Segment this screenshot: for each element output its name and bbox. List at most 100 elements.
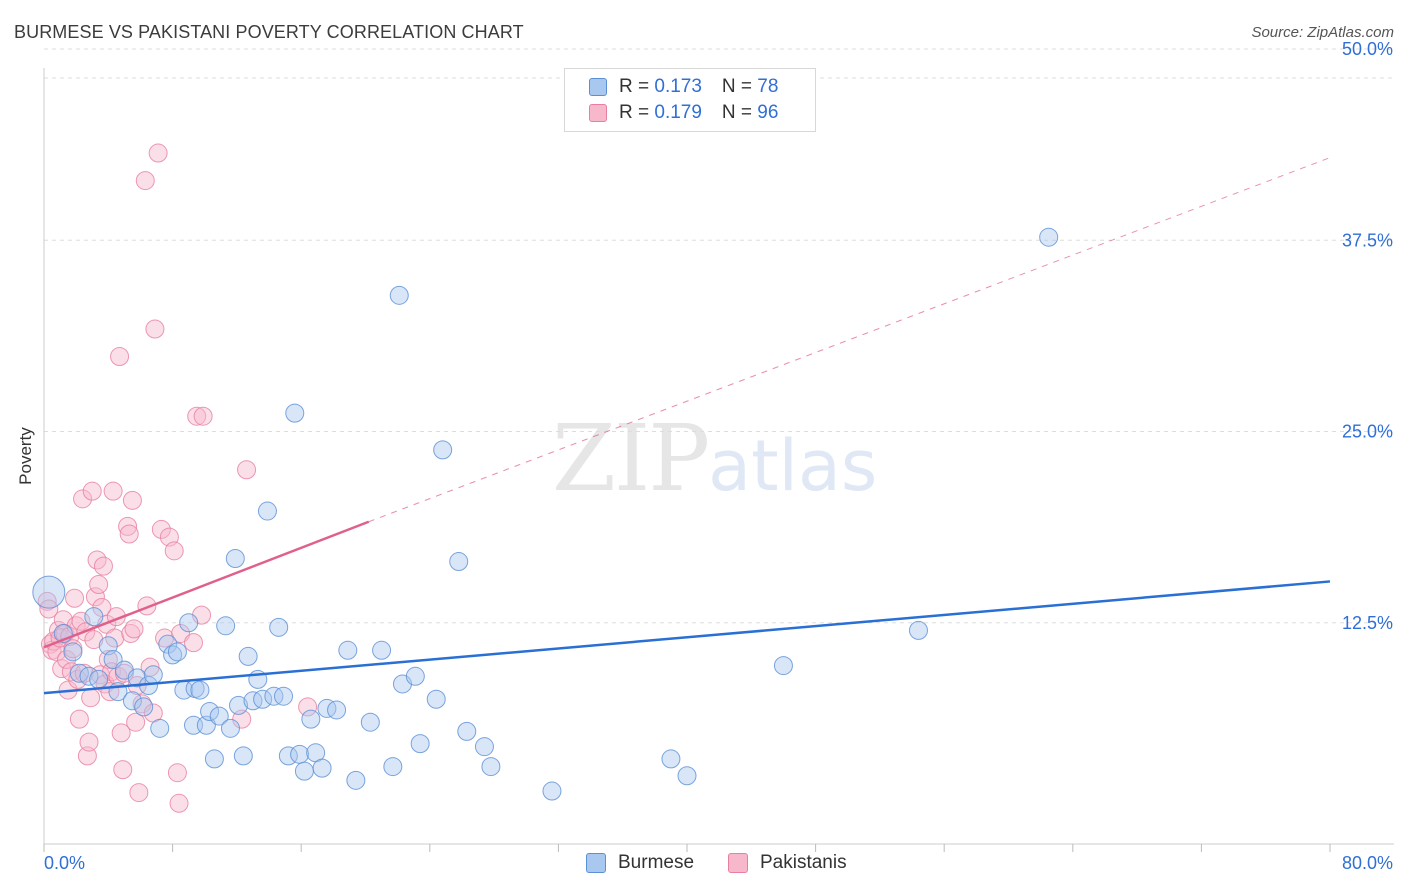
burmese-point xyxy=(158,634,178,654)
burmese-n-value: 78 xyxy=(757,76,779,97)
watermark-atlas: atlas xyxy=(708,425,878,507)
pakistani-point xyxy=(71,611,91,631)
burmese-point xyxy=(233,746,253,766)
burmese-point xyxy=(383,757,403,777)
pakistani-point xyxy=(118,516,138,536)
pakistani-point xyxy=(145,319,165,339)
pakistani-point xyxy=(98,649,118,669)
burmese-point xyxy=(449,552,469,572)
pakistani-point xyxy=(124,619,144,639)
pakistani-point xyxy=(169,793,189,813)
pakistani-point xyxy=(103,481,123,501)
y-tick-label-3: 50.0% xyxy=(1342,39,1393,59)
pakistani-r-label: R = xyxy=(619,102,655,123)
pakistani-point xyxy=(237,460,257,480)
pakistani-point xyxy=(57,649,77,669)
burmese-point xyxy=(89,669,109,689)
burmese-point xyxy=(216,616,236,636)
pakistani-point xyxy=(151,519,171,539)
pakistani-point xyxy=(187,406,207,426)
burmese-point xyxy=(426,689,446,709)
burmese-point xyxy=(661,749,681,769)
pakistani-point xyxy=(77,746,97,766)
burmese-point xyxy=(84,607,104,627)
burmese-point xyxy=(285,403,305,423)
pakistani-point xyxy=(183,633,203,653)
pakistani-point xyxy=(167,763,187,783)
pakistani-point xyxy=(85,587,105,607)
pakistani-point xyxy=(89,575,109,594)
burmese-point xyxy=(225,548,245,568)
pakistani-legend-swatch xyxy=(728,853,748,873)
legend-item-pakistanis[interactable]: Pakistanis xyxy=(728,852,847,874)
burmese-point xyxy=(127,668,147,688)
burmese-point xyxy=(209,706,229,726)
pakistani-point xyxy=(164,541,184,561)
burmese-point xyxy=(204,749,224,769)
burmese-point xyxy=(372,640,392,660)
burmese-r-label: R = xyxy=(619,76,655,97)
stats-row-burmese: R = 0.173 N = 78 xyxy=(589,75,778,99)
burmese-point xyxy=(229,695,249,715)
pakistani-n-value: 96 xyxy=(757,102,779,123)
stats-legend: R = 0.173 N = 78 R = 0.179 N = 96 xyxy=(564,68,816,132)
burmese-point xyxy=(243,691,263,711)
pakistani-point xyxy=(148,143,168,163)
pakistani-point xyxy=(135,171,155,191)
burmese-point xyxy=(481,757,501,777)
burmese-trendline xyxy=(43,580,1331,695)
burmese-point xyxy=(327,700,347,720)
burmese-point xyxy=(190,680,210,700)
burmese-r-value: 0.173 xyxy=(654,76,702,97)
burmese-point xyxy=(274,686,294,706)
pakistani-point xyxy=(122,490,142,510)
burmese-swatch xyxy=(589,78,607,96)
burmese-point xyxy=(32,575,66,609)
burmese-point xyxy=(405,666,425,686)
burmese-point xyxy=(338,640,358,660)
burmese-point xyxy=(63,642,83,662)
burmese-point xyxy=(167,642,187,662)
burmese-point xyxy=(1039,227,1059,247)
legend-label-burmese: Burmese xyxy=(618,852,695,873)
pakistani-point xyxy=(65,588,85,608)
burmese-point xyxy=(150,718,170,738)
burmese-point xyxy=(773,656,793,676)
burmese-point xyxy=(220,718,240,738)
pakistani-trendline-extension xyxy=(368,157,1331,523)
burmese-point xyxy=(908,620,928,640)
legend-item-burmese[interactable]: Burmese xyxy=(586,852,694,874)
burmese-point xyxy=(290,744,310,764)
pakistani-r-value: 0.179 xyxy=(654,102,702,123)
x-tick-label-min: 0.0% xyxy=(44,853,85,873)
burmese-point xyxy=(677,766,697,786)
burmese-point xyxy=(360,712,380,732)
burmese-point xyxy=(257,501,277,521)
source-credit: Source: ZipAtlas.com xyxy=(1251,24,1394,41)
y-tick-label-1: 25.0% xyxy=(1342,422,1393,442)
burmese-point xyxy=(301,709,321,729)
pakistani-point xyxy=(113,760,133,780)
burmese-legend-swatch xyxy=(586,853,606,873)
pakistani-point xyxy=(84,630,104,650)
pakistani-swatch xyxy=(589,104,607,122)
chart-title: BURMESE VS PAKISTANI POVERTY CORRELATION… xyxy=(14,22,524,42)
y-tick-label-2: 37.5% xyxy=(1342,230,1393,250)
burmese-point xyxy=(457,721,477,741)
pakistani-point xyxy=(81,688,101,708)
burmese-point xyxy=(294,761,314,781)
pakistani-trendline xyxy=(43,520,370,649)
burmese-point xyxy=(253,689,273,709)
pakistani-point xyxy=(119,524,139,544)
burmese-point xyxy=(269,617,289,637)
burmese-point xyxy=(317,698,337,718)
pakistani-point xyxy=(171,623,191,643)
pakistani-point xyxy=(110,347,130,367)
pakistani-n-label: N = xyxy=(721,102,758,123)
burmese-point xyxy=(474,737,494,757)
pakistani-point xyxy=(37,591,57,611)
burmese-point xyxy=(264,686,284,706)
y-tick-label-0: 12.5% xyxy=(1342,613,1393,633)
burmese-point xyxy=(238,646,258,666)
pakistani-point xyxy=(298,697,318,717)
